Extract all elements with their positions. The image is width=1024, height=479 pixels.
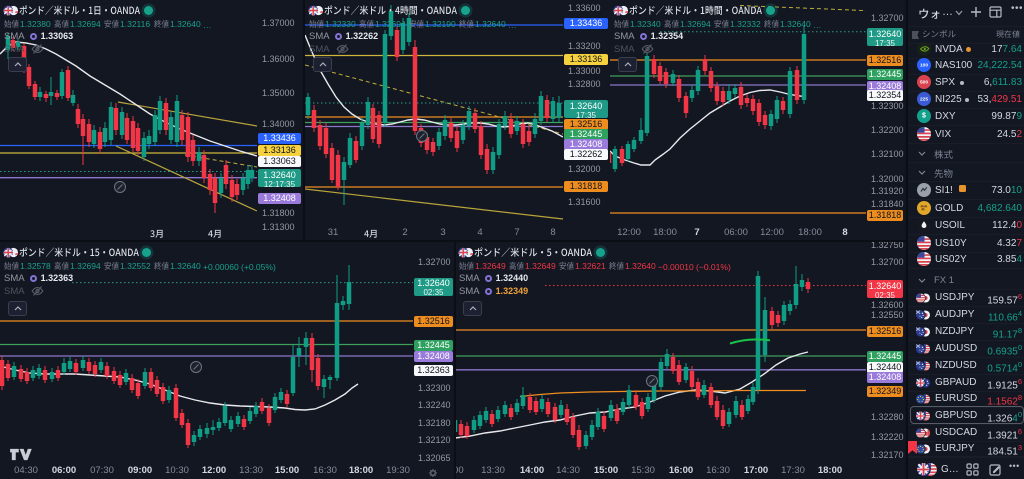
svg-text:500: 500 bbox=[920, 79, 928, 85]
svg-text:225: 225 bbox=[920, 96, 928, 102]
svg-text:$: $ bbox=[922, 112, 926, 119]
svg-text:100: 100 bbox=[920, 63, 928, 69]
